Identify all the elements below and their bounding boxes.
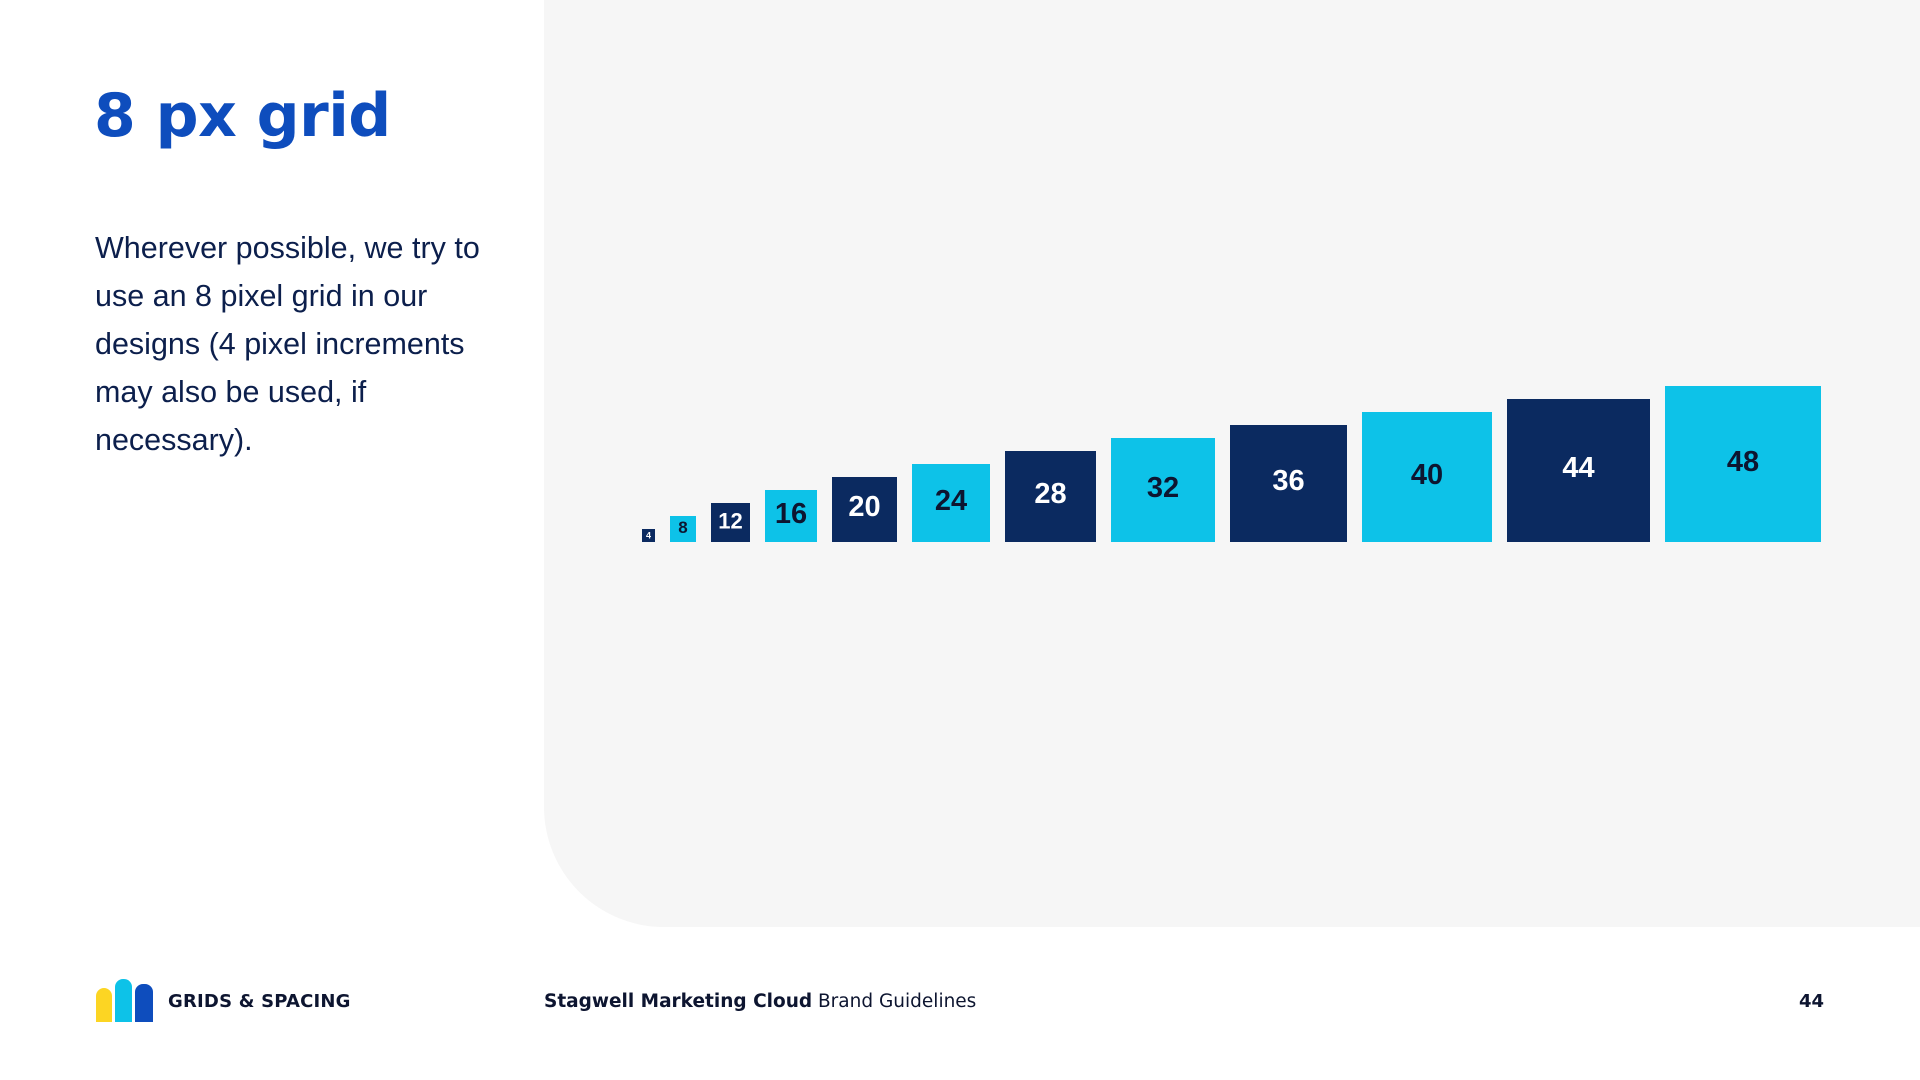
spacing-square-40: 40 [1362, 412, 1492, 542]
page-title: 8 px grid [94, 81, 391, 151]
spacing-square-label: 40 [1410, 458, 1444, 491]
spacing-square-24: 24 [912, 464, 990, 542]
body-text: Wherever possible, we try to use an 8 pi… [95, 231, 480, 457]
document-title: Stagwell Marketing Cloud Brand Guideline… [544, 991, 976, 1012]
page-number: 44 [1798, 991, 1824, 1012]
spacing-square-label: 44 [1562, 452, 1595, 485]
spacing-square-36: 36 [1230, 425, 1347, 542]
spacing-square-label: 4 [645, 529, 651, 540]
spacing-square-48: 48 [1665, 386, 1821, 542]
brand-name: Stagwell Marketing Cloud [544, 991, 813, 1012]
spacing-square-20: 20 [832, 477, 897, 542]
logo-bar-cyan [115, 979, 132, 1022]
spacing-square-label: 8 [678, 517, 688, 537]
stagwell-logo-icon [96, 979, 153, 1022]
document-subtitle: Brand Guidelines [812, 991, 977, 1012]
spacing-square-label: 36 [1272, 465, 1305, 498]
spacing-square-32: 32 [1111, 438, 1215, 542]
spacing-square-label: 28 [1034, 478, 1067, 511]
logo-bar-blue [135, 984, 153, 1022]
spacing-square-label: 16 [774, 497, 808, 530]
spacing-square-4: 4 [642, 529, 655, 542]
spacing-square-label: 24 [934, 484, 968, 517]
spacing-square-44: 44 [1507, 399, 1650, 542]
spacing-square-label: 32 [1146, 471, 1180, 504]
spacing-square-28: 28 [1005, 451, 1096, 542]
spacing-square-8: 8 [670, 516, 696, 542]
spacing-square-12: 12 [711, 503, 750, 542]
section-label: GRIDS & SPACING [168, 991, 351, 1012]
spacing-square-16: 16 [765, 490, 817, 542]
logo-bar-yellow [96, 988, 112, 1022]
spacing-square-label: 48 [1726, 445, 1760, 478]
spacing-square-label: 12 [718, 507, 743, 533]
spacing-square-label: 20 [848, 491, 881, 524]
